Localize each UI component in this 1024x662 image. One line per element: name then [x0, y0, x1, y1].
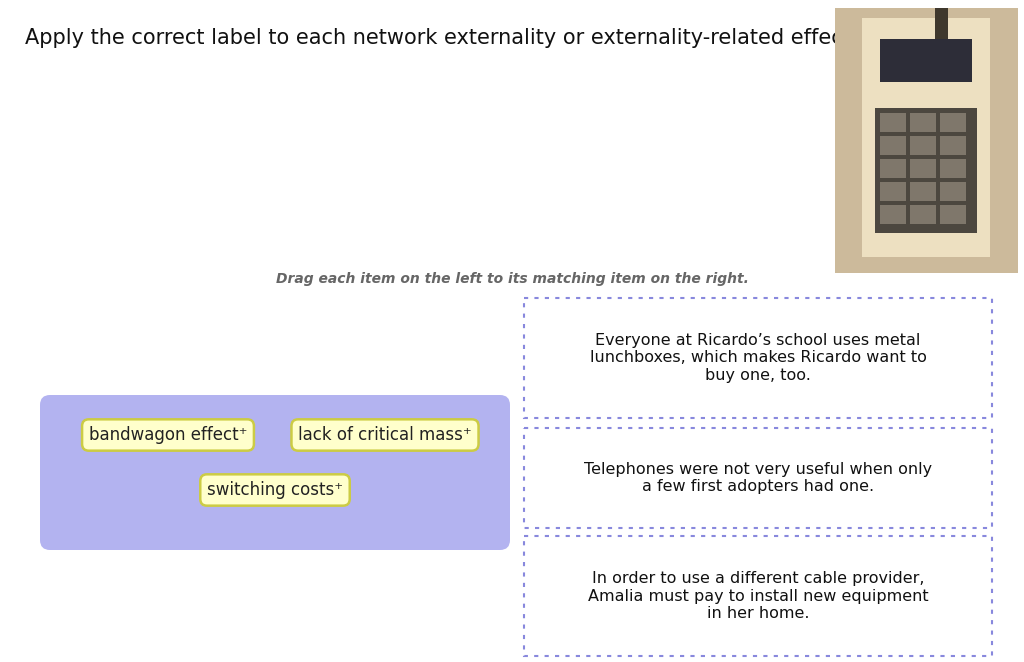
Text: Telephones were not very useful when only
a few first adopters had one.: Telephones were not very useful when onl… [584, 462, 932, 495]
Text: In order to use a different cable provider,
Amalia must pay to install new equip: In order to use a different cable provid… [588, 571, 929, 621]
FancyBboxPatch shape [40, 395, 510, 550]
Bar [524, 536, 992, 656]
Text: Apply the correct label to each network externality or externality-related effec: Apply the correct label to each network … [25, 28, 857, 48]
Bar [835, 8, 1018, 273]
Bar [524, 428, 992, 528]
Text: switching costs⁺: switching costs⁺ [207, 481, 343, 499]
Bar [524, 298, 992, 418]
Text: bandwagon effect⁺: bandwagon effect⁺ [89, 426, 247, 444]
Text: Everyone at Ricardo’s school uses metal
lunchboxes, which makes Ricardo want to
: Everyone at Ricardo’s school uses metal … [590, 333, 927, 383]
Text: lack of critical mass⁺: lack of critical mass⁺ [298, 426, 472, 444]
Text: Drag each item on the left to its matching item on the right.: Drag each item on the left to its matchi… [275, 272, 749, 286]
